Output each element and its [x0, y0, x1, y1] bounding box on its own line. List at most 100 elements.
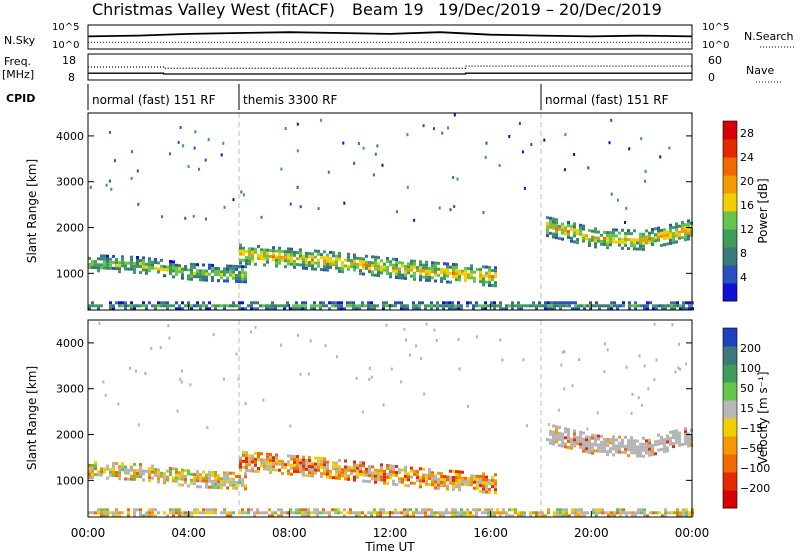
scatter-speckle — [113, 159, 116, 163]
scatter-cell — [163, 274, 166, 278]
scatter-cell — [133, 511, 136, 515]
scatter-cell — [678, 437, 681, 441]
scatter-cell — [642, 442, 645, 446]
x-tick-label: 00:00 — [675, 526, 710, 540]
scatter-cell — [238, 265, 241, 269]
scatter-cell — [639, 247, 642, 251]
scatter-cell — [160, 264, 163, 268]
scatter-cell — [286, 304, 289, 308]
scatter-cell — [91, 473, 94, 476]
scatter-cell — [151, 470, 154, 474]
scatter-cell — [335, 260, 338, 264]
scatter-cell — [118, 261, 121, 265]
scatter-cell — [269, 456, 272, 459]
scatter-cell — [633, 442, 636, 446]
scatter-cell — [301, 511, 304, 515]
scatter-cell — [371, 477, 374, 481]
scatter-cell — [172, 479, 175, 483]
scatter-cell — [669, 436, 672, 440]
scatter-speckle — [420, 357, 423, 360]
scatter-cell — [490, 514, 493, 518]
scatter-cell — [570, 440, 573, 444]
scatter-cell — [242, 450, 245, 454]
scatter-cell — [559, 514, 562, 518]
scatter-cell — [302, 254, 305, 258]
scatter-cell — [482, 472, 485, 476]
scatter-cell — [172, 508, 175, 512]
scatter-speckle — [625, 365, 628, 369]
scatter-cell — [494, 479, 497, 483]
scatter-cell — [598, 508, 601, 512]
scatter-speckle — [625, 206, 628, 210]
scatter-cell — [664, 514, 667, 518]
velocity-colorbar-label: Velocity [m s⁻¹] — [756, 371, 770, 464]
scatter-cell — [648, 444, 651, 448]
scatter-cell — [555, 431, 558, 435]
scatter-cell — [329, 475, 332, 479]
scatter-cell — [103, 254, 106, 258]
scatter-speckle — [137, 423, 140, 427]
scatter-cell — [392, 479, 395, 483]
scatter-cell — [454, 514, 457, 518]
scatter-cell — [181, 511, 184, 515]
scatter-cell — [389, 260, 392, 264]
scatter-cell — [142, 301, 145, 305]
scatter-cell — [245, 469, 248, 473]
scatter-speckle — [433, 127, 435, 131]
scatter-cell — [338, 257, 341, 261]
scatter-cell — [254, 463, 257, 467]
scatter-cell — [142, 262, 145, 266]
scatter-cell — [320, 457, 323, 461]
scatter-cell — [190, 514, 193, 518]
scatter-cell — [250, 301, 253, 305]
scatter-cell — [609, 243, 612, 247]
scatter-cell — [434, 270, 437, 274]
scatter-cell — [100, 508, 103, 512]
scatter-speckle — [159, 346, 162, 349]
scatter-cell — [370, 307, 373, 311]
scatter-cell — [332, 461, 335, 465]
scatter-cell — [103, 266, 106, 270]
scatter-cell — [383, 475, 386, 479]
scatter-cell — [124, 264, 127, 268]
scatter-cell — [657, 433, 660, 437]
scatter-cell — [645, 238, 648, 242]
scatter-cell — [493, 514, 496, 518]
scatter-cell — [371, 264, 374, 268]
scatter-cell — [546, 231, 549, 235]
scatter-cell — [109, 266, 112, 270]
scatter-cell — [352, 511, 355, 515]
scatter-cell — [676, 304, 679, 308]
scatter-cell — [380, 469, 383, 473]
scatter-cell — [678, 236, 681, 240]
scatter-cell — [597, 437, 600, 441]
scatter-cell — [154, 468, 157, 471]
scatter-cell — [579, 445, 582, 449]
scatter-cell — [612, 231, 615, 235]
scatter-cell — [298, 508, 301, 512]
scatter-cell — [260, 452, 263, 456]
scatter-cell — [196, 485, 199, 489]
scatter-cell — [422, 473, 425, 477]
scatter-cell — [323, 259, 326, 263]
scatter-speckle — [498, 164, 501, 167]
scatter-cell — [549, 432, 552, 436]
scatter-speckle — [403, 327, 406, 331]
colorbar-tick: 100 — [740, 362, 761, 375]
scatter-speckle — [485, 141, 488, 145]
scatter-cell — [386, 266, 389, 269]
scatter-cell — [652, 511, 655, 515]
scatter-cell — [338, 266, 341, 270]
scatter-cell — [371, 270, 374, 274]
scatter-cell — [589, 301, 592, 305]
scatter-cell — [452, 485, 455, 488]
scatter-cell — [642, 448, 645, 452]
scatter-cell — [481, 511, 484, 515]
y-tick-label: 4000 — [56, 337, 84, 350]
scatter-cell — [196, 263, 199, 267]
scatter-cell — [278, 459, 281, 463]
scatter-cell — [166, 304, 169, 308]
scatter-cell — [452, 482, 455, 485]
scatter-cell — [579, 433, 582, 437]
scatter-cell — [452, 263, 455, 266]
